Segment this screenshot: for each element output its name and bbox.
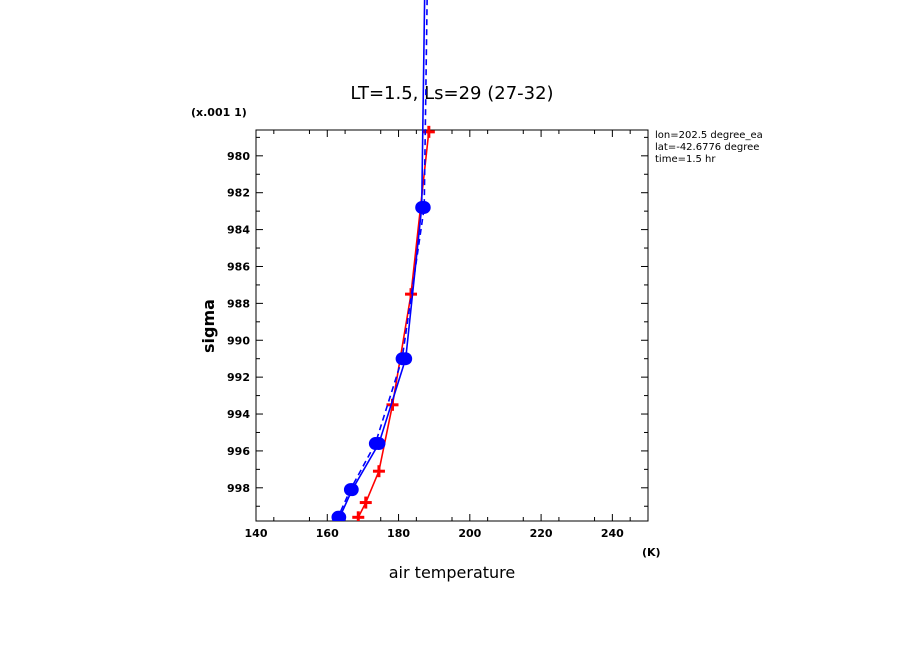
axis-ticks: 140 160 180 200 220 240 980 982 984 986 988 990 992 9… (227, 130, 648, 540)
x-tick-label: 220 (530, 527, 553, 540)
x-tick-label: 200 (458, 527, 481, 540)
data-point (417, 200, 431, 214)
y-tick-label: 998 (227, 482, 250, 495)
y-tick-label: 980 (227, 150, 250, 163)
series-layer (331, 0, 435, 521)
y-tick-label: 990 (227, 334, 250, 347)
y-tick-label: 994 (227, 408, 250, 421)
y-tick-label: 992 (227, 371, 250, 384)
y-axis-title: sigma (199, 299, 218, 353)
data-point (372, 465, 385, 478)
y-tick-label: 982 (227, 187, 250, 200)
chart-title: LT=1.5, Ls=29 (27-32) (350, 83, 553, 104)
data-point (395, 352, 409, 366)
y-tick-label: 988 (227, 297, 250, 310)
y-tick-label: 996 (227, 445, 250, 458)
info-line: time=1.5 hr (655, 154, 716, 165)
x-tick-label: 140 (245, 527, 268, 540)
data-point (359, 496, 372, 509)
x-units: (K) (642, 546, 661, 559)
data-point (331, 510, 345, 521)
y-tick-label: 986 (227, 260, 250, 273)
data-point (352, 511, 365, 521)
data-point (343, 483, 357, 497)
info-line: lat=-42.6776 degree (655, 142, 759, 153)
info-line: lon=202.5 degree_ea (655, 130, 763, 141)
series-line (337, 0, 428, 518)
plot-frame (255, 129, 649, 522)
x-tick-label: 160 (316, 527, 339, 540)
data-point (368, 437, 382, 451)
x-tick-label: 180 (387, 527, 410, 540)
x-tick-label: 240 (601, 527, 624, 540)
y-scale-note: (x.001 1) (191, 106, 247, 119)
x-axis-title: air temperature (389, 563, 515, 582)
y-tick-label: 984 (227, 224, 250, 237)
